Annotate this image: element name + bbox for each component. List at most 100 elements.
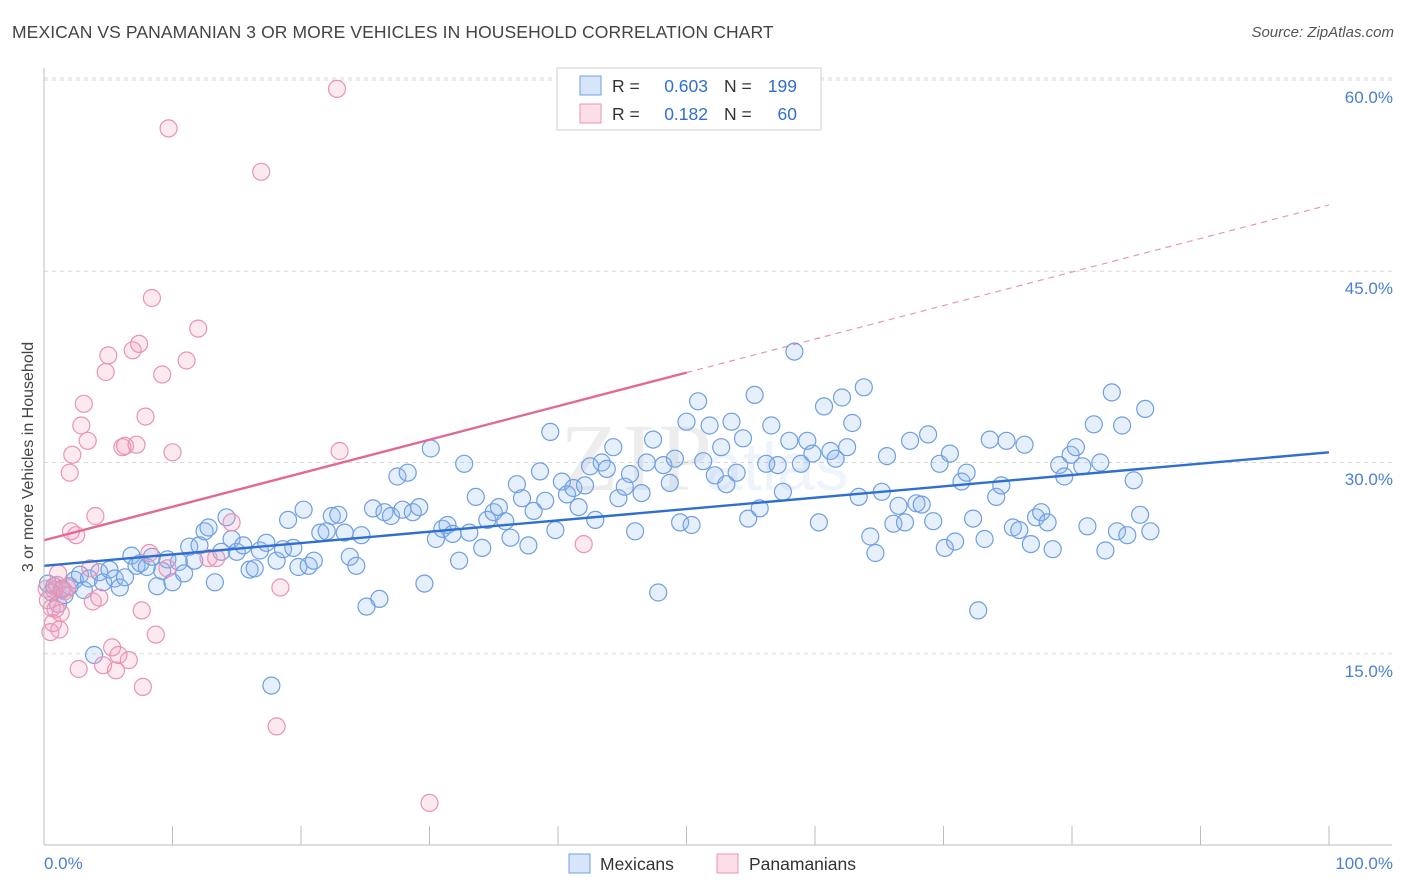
mexicans-point xyxy=(575,476,595,495)
regression-lines xyxy=(43,204,1330,567)
panamanians-point xyxy=(78,431,97,450)
x-tick-label-max: 100.0% xyxy=(1335,854,1393,873)
mexicans-point xyxy=(866,543,885,563)
mexicans-point xyxy=(546,520,565,540)
panamanians-point xyxy=(127,435,146,454)
mexicans-point xyxy=(757,454,776,473)
mexicans-point xyxy=(450,551,469,570)
mexicans-point xyxy=(1032,503,1051,522)
mexicans-point xyxy=(854,378,873,397)
mexicans-point xyxy=(1021,534,1041,554)
mexicans-point xyxy=(1130,505,1150,524)
chart-source: Source: ZipAtlas.com xyxy=(1251,24,1394,41)
panamanians-point xyxy=(252,162,271,181)
y-axis-label: 3 or more Vehicles in Household xyxy=(20,342,37,572)
panamanians-regression-extension xyxy=(686,204,1330,374)
mexicans-point xyxy=(832,388,852,407)
panamanians-point xyxy=(177,351,196,370)
mexicans-point xyxy=(625,522,645,541)
mexicans-point xyxy=(665,449,685,468)
mexicans-point xyxy=(217,508,236,527)
mexicans-point xyxy=(722,412,741,431)
mexicans-point xyxy=(861,527,880,546)
legend-label-mexicans[interactable]: Mexicans xyxy=(600,854,674,874)
mexicans-point xyxy=(267,551,286,570)
stats-r-label-mexicans: R = xyxy=(612,76,640,96)
mexicans-point xyxy=(473,538,492,558)
y-tick-label-15: 15.0% xyxy=(1345,662,1393,681)
mexicans-point xyxy=(363,499,383,518)
panamanians-point xyxy=(51,603,70,623)
panamanians-point xyxy=(153,365,172,384)
mexicans-point xyxy=(900,431,920,450)
panamanians-point xyxy=(63,445,82,464)
mexicans-point xyxy=(524,501,543,520)
mexicans-point xyxy=(153,561,172,581)
legend-label-panamanians[interactable]: Panamanians xyxy=(749,854,856,874)
legend: Mexicans Panamanians xyxy=(568,853,856,874)
mexicans-point xyxy=(918,425,938,444)
mexicans-point xyxy=(455,454,474,473)
mexicans-point xyxy=(284,538,303,558)
legend-swatch-mexicans[interactable] xyxy=(568,853,591,874)
mexicans-point xyxy=(877,447,897,466)
mexicans-point xyxy=(1102,383,1121,402)
mexicans-point xyxy=(785,342,804,361)
panamanians-point xyxy=(57,578,77,597)
mexicans-point xyxy=(190,536,209,555)
mexicans-point xyxy=(199,518,218,537)
mexicans-point xyxy=(980,430,999,449)
legend-swatch-panamanians[interactable] xyxy=(716,853,739,874)
mexicans-point xyxy=(340,547,359,566)
panamanians-point xyxy=(81,559,100,578)
mexicans-point xyxy=(604,438,623,457)
mexicans-point xyxy=(780,431,799,450)
panamanians-point xyxy=(140,543,159,563)
mexicans-point xyxy=(940,444,960,463)
mexicans-point xyxy=(507,475,527,494)
panamanians-point xyxy=(271,578,290,597)
mexicans-point xyxy=(536,491,555,510)
panamanians-point xyxy=(133,677,152,697)
mexicans-point xyxy=(597,459,616,478)
series-panamanians-points xyxy=(37,79,593,813)
mexicans-point xyxy=(317,522,336,541)
mexicans-point xyxy=(924,512,943,531)
y-tick-label-45: 45.0% xyxy=(1345,279,1393,298)
mexicans-point xyxy=(569,498,588,517)
mexicans-point xyxy=(1078,517,1097,536)
mexicans-point xyxy=(745,385,764,404)
mexicans-point xyxy=(727,463,746,482)
mexicans-point xyxy=(1010,520,1029,540)
mexicans-point xyxy=(1112,416,1132,435)
mexicans-point xyxy=(65,570,84,589)
mexicans-point xyxy=(712,438,731,457)
mexicans-point xyxy=(205,573,224,592)
panamanians-regression-line xyxy=(43,371,687,542)
x-tick-label-min: 0.0% xyxy=(44,854,83,873)
mexicans-point xyxy=(837,438,857,457)
panamanians-point xyxy=(420,793,439,813)
mexicans-regression-line xyxy=(43,451,1330,567)
panamanians-point xyxy=(158,559,177,578)
mexicans-point xyxy=(682,515,701,535)
mexicans-point xyxy=(398,463,417,482)
mexicans-point xyxy=(115,568,135,587)
mexicans-point xyxy=(262,676,281,695)
panamanians-point xyxy=(96,362,115,382)
mexicans-point xyxy=(1107,522,1127,541)
panamanians-point xyxy=(90,588,109,607)
panamanians-point xyxy=(72,416,91,435)
mexicans-point xyxy=(1038,513,1057,532)
panamanians-point xyxy=(37,579,56,598)
mexicans-point xyxy=(329,505,348,524)
mexicans-point xyxy=(987,487,1006,506)
mexicans-point xyxy=(1084,415,1103,434)
mexicans-point xyxy=(466,487,485,506)
y-tick-label-30: 30.0% xyxy=(1345,470,1393,489)
stats-n-label-panamanians: N = xyxy=(724,104,752,124)
mexicans-point xyxy=(1118,526,1137,545)
panamanians-point xyxy=(146,625,165,644)
mexicans-point xyxy=(1066,438,1086,457)
